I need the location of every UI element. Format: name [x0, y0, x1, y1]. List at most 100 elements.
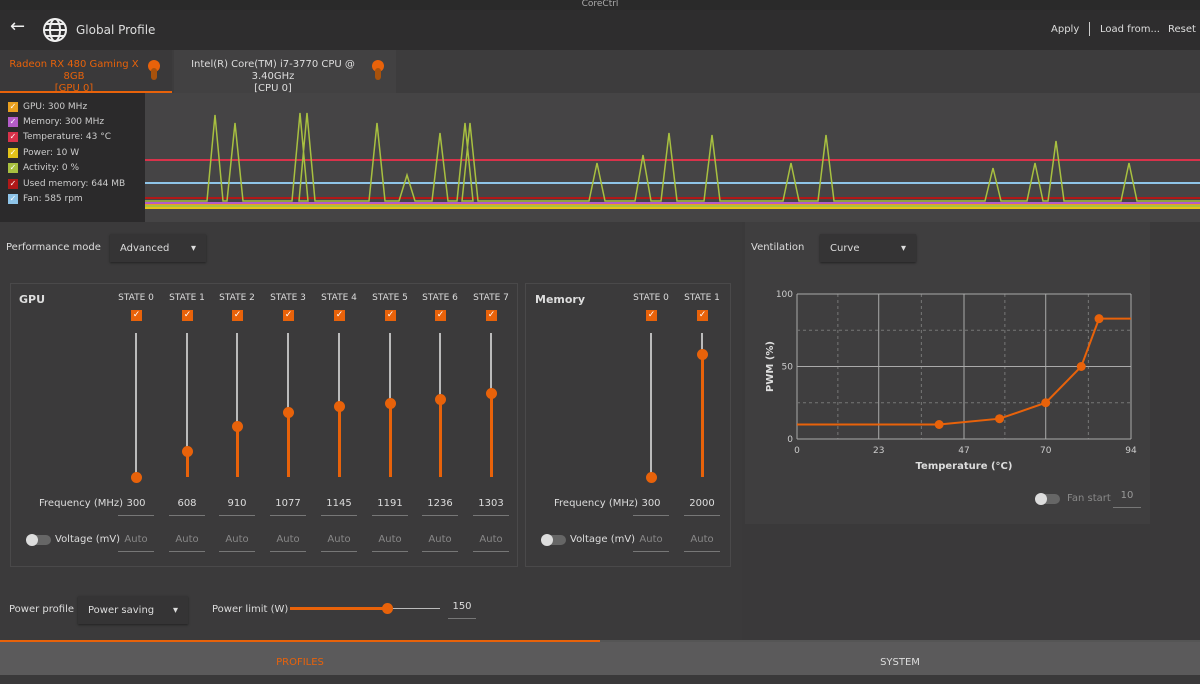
sensor-legend-item[interactable]: ✓ GPU: 300 MHz: [8, 99, 145, 114]
state-checkbox[interactable]: ✓: [385, 310, 396, 321]
sensor-checkbox[interactable]: ✓: [8, 147, 18, 158]
state-slider-handle[interactable]: [384, 398, 396, 410]
sensor-checkbox[interactable]: ✓: [8, 101, 18, 112]
voltage-field[interactable]: Auto: [219, 534, 255, 552]
tab-profiles[interactable]: PROFILES: [0, 640, 600, 675]
sensor-checkbox[interactable]: ✓: [8, 117, 18, 128]
state-checkbox[interactable]: ✓: [697, 310, 708, 321]
divider: [1089, 22, 1090, 36]
frequency-field[interactable]: 910: [219, 498, 255, 516]
dropdown-arrow-icon: ▾: [900, 242, 906, 254]
frequency-field[interactable]: 1303: [473, 498, 509, 516]
sensor-label: Power: 10 W: [23, 147, 80, 158]
sensor-legend-item[interactable]: ✓ Fan: 585 rpm: [8, 191, 145, 206]
sensor-legend-item[interactable]: ✓ Used memory: 644 MB: [8, 176, 145, 191]
voltage-field[interactable]: Auto: [473, 534, 509, 552]
state-slider-handle[interactable]: [333, 400, 345, 412]
state-slider-handle[interactable]: [434, 393, 446, 405]
fan-curve-chart[interactable]: 0 23 47 70 94 0 50 100 Temperature (°C) PWM (%): [745, 280, 1150, 480]
gpu-settings-area: [0, 222, 742, 640]
state-slider-handle[interactable]: [130, 471, 142, 483]
state-checkbox[interactable]: ✓: [486, 310, 497, 321]
memory-voltage-toggle[interactable]: [541, 534, 566, 546]
voltage-field[interactable]: Auto: [169, 534, 205, 552]
sensor-legend-item[interactable]: ✓ Power: 10 W: [8, 145, 145, 160]
state-slider-track: [650, 333, 652, 477]
frequency-field[interactable]: 1191: [372, 498, 408, 516]
curve-point[interactable]: [1076, 362, 1086, 371]
curve-point[interactable]: [995, 414, 1005, 424]
state-slider-fill: [286, 412, 290, 477]
frequency-field[interactable]: 608: [169, 498, 205, 516]
sensor-checkbox[interactable]: ✓: [8, 178, 18, 189]
frequency-field[interactable]: 300: [633, 498, 669, 516]
state-slider-track: [287, 333, 289, 477]
state-slider-handle[interactable]: [645, 471, 657, 483]
voltage-field[interactable]: Auto: [372, 534, 408, 552]
state-slider-handle[interactable]: [181, 445, 193, 457]
gpu-panel-title: GPU: [19, 293, 46, 306]
device-toggle-track: [151, 68, 157, 80]
power-profile-label: Power profile: [9, 604, 74, 615]
reset-button[interactable]: Reset: [1168, 24, 1196, 35]
voltage-field[interactable]: Auto: [321, 534, 357, 552]
sensor-label: Used memory: 644 MB: [23, 178, 126, 189]
frequency-field[interactable]: 1077: [270, 498, 306, 516]
state-header: STATE 2: [219, 293, 255, 303]
state-slider-track: [236, 333, 238, 477]
power-limit-field[interactable]: 150: [448, 601, 476, 619]
state-slider-handle[interactable]: [485, 387, 497, 399]
performance-mode-select[interactable]: Advanced ▾: [110, 234, 206, 262]
frequency-field[interactable]: 300: [118, 498, 154, 516]
sensor-legend-item[interactable]: ✓ Activity: 0 %: [8, 161, 145, 176]
state-slider-handle[interactable]: [231, 421, 243, 433]
frequency-field[interactable]: 1236: [422, 498, 458, 516]
ventilation-mode-select[interactable]: Curve ▾: [820, 234, 916, 262]
fan-start-field[interactable]: 10: [1113, 490, 1141, 508]
load-from-button[interactable]: Load from...: [1100, 24, 1160, 35]
sensor-legend-item[interactable]: ✓ Temperature: 43 °C: [8, 130, 145, 145]
device-tabs: Radeon RX 480 Gaming X 8GB [GPU 0] Intel(…: [0, 50, 1200, 94]
frequency-field[interactable]: 1145: [321, 498, 357, 516]
state-checkbox[interactable]: ✓: [232, 310, 243, 321]
voltage-field[interactable]: Auto: [118, 534, 154, 552]
curve-point[interactable]: [934, 420, 944, 429]
apply-button[interactable]: Apply: [1051, 24, 1080, 35]
x-tick-label: 70: [1040, 446, 1052, 456]
x-tick-label: 47: [958, 446, 969, 456]
curve-point[interactable]: [1094, 314, 1104, 324]
state-checkbox[interactable]: ✓: [435, 310, 446, 321]
sensor-checkbox[interactable]: ✓: [8, 132, 18, 143]
state-header: STATE 5: [372, 293, 408, 303]
bottom-tabs: PROFILES SYSTEM: [0, 640, 1200, 675]
state-header: STATE 7: [473, 293, 509, 303]
y-axis-label: PWM (%): [765, 341, 776, 392]
gpu-voltage-toggle[interactable]: [26, 534, 51, 546]
voltage-field[interactable]: Auto: [422, 534, 458, 552]
power-profile-select[interactable]: Power saving ▾: [78, 596, 188, 624]
tab-gpu[interactable]: Radeon RX 480 Gaming X 8GB [GPU 0]: [0, 50, 172, 94]
state-slider-handle[interactable]: [696, 349, 708, 361]
state-checkbox[interactable]: ✓: [182, 310, 193, 321]
curve-point[interactable]: [1041, 398, 1051, 408]
sensor-legend-item[interactable]: ✓ Memory: 300 MHz: [8, 114, 145, 129]
state-checkbox[interactable]: ✓: [334, 310, 345, 321]
voltage-field[interactable]: Auto: [633, 534, 669, 552]
frequency-field[interactable]: 2000: [684, 498, 720, 516]
voltage-field[interactable]: Auto: [684, 534, 720, 552]
slider-handle[interactable]: [382, 603, 393, 614]
state-checkbox[interactable]: ✓: [131, 310, 142, 321]
state-checkbox[interactable]: ✓: [283, 310, 294, 321]
back-arrow-icon[interactable]: ←: [10, 16, 26, 37]
tab-system[interactable]: SYSTEM: [600, 640, 1200, 675]
sensor-checkbox[interactable]: ✓: [8, 163, 18, 174]
state-checkbox[interactable]: ✓: [646, 310, 657, 321]
power-limit-slider[interactable]: [290, 603, 440, 614]
globe-icon: [43, 18, 67, 42]
voltage-field[interactable]: Auto: [270, 534, 306, 552]
state-slider-handle[interactable]: [282, 406, 294, 418]
tab-label: PROFILES: [276, 657, 324, 668]
sensor-checkbox[interactable]: ✓: [8, 194, 18, 205]
fan-start-toggle[interactable]: [1035, 493, 1060, 505]
tab-cpu[interactable]: Intel(R) Core(TM) i7-3770 CPU @ 3.40GHz[…: [174, 50, 396, 94]
